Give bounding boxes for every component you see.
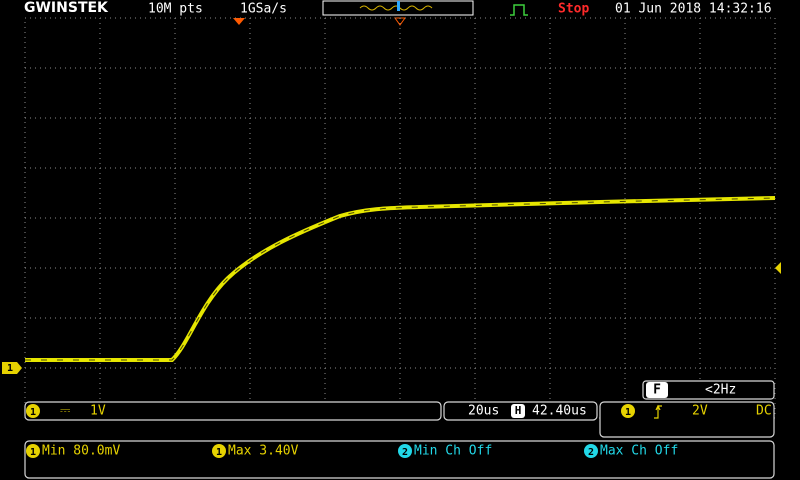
measurement: Min 80.0mV xyxy=(42,444,120,459)
meas-channel-icon xyxy=(398,444,412,458)
channel-marker xyxy=(2,362,22,374)
measurement: Max 3.40V xyxy=(228,444,299,459)
memory-wave xyxy=(359,5,433,11)
freq-box xyxy=(642,380,775,400)
h-icon: H xyxy=(515,404,522,417)
memory-depth: 10M pts xyxy=(148,2,203,17)
trigger-position-marker xyxy=(233,18,245,25)
trigger-icon xyxy=(510,4,528,16)
measurement: Max Ch Off xyxy=(600,444,678,459)
trigger-coupling: DC xyxy=(756,404,772,419)
logo: GWINSTEK xyxy=(24,0,109,16)
channel-icon xyxy=(26,404,40,418)
freq-icon: F xyxy=(653,383,661,398)
meas-channel: 2 xyxy=(402,447,408,458)
edge-icon xyxy=(654,404,662,419)
channel-scale: 1V xyxy=(90,404,106,419)
meas-channel-icon xyxy=(26,444,40,458)
trigger-level-marker xyxy=(775,262,781,274)
meas-channel: 1 xyxy=(216,447,222,458)
time-scale: 20us xyxy=(468,404,499,419)
freq-icon-bg xyxy=(646,382,668,398)
measurement: Min Ch Off xyxy=(414,444,492,459)
trigger-frequency: <2Hz xyxy=(705,383,736,398)
trigger-level: 2V xyxy=(692,404,708,419)
meas-channel: 1 xyxy=(30,447,36,458)
channel-icon-label: 1 xyxy=(30,407,36,418)
meas-channel-icon xyxy=(212,444,226,458)
meas-channel-icon xyxy=(584,444,598,458)
coupling: ⎓ xyxy=(60,404,70,419)
meas-channel: 2 xyxy=(588,447,594,458)
trigger-channel: 1 xyxy=(625,407,631,418)
trigger-bar[interactable] xyxy=(599,401,775,438)
trigger-channel-icon xyxy=(621,404,635,418)
datetime: 01 Jun 2018 14:32:16 xyxy=(615,2,772,17)
channel-marker-label: 1 xyxy=(7,363,13,374)
waveform-detail xyxy=(25,197,776,361)
channel-bar[interactable] xyxy=(24,401,442,421)
sample-rate: 1GSa/s xyxy=(240,2,287,17)
memory-position xyxy=(397,1,400,11)
run-status[interactable]: Stop xyxy=(558,2,589,17)
horizontal-position: 42.40us xyxy=(532,404,587,419)
h-icon-bg xyxy=(511,404,525,418)
